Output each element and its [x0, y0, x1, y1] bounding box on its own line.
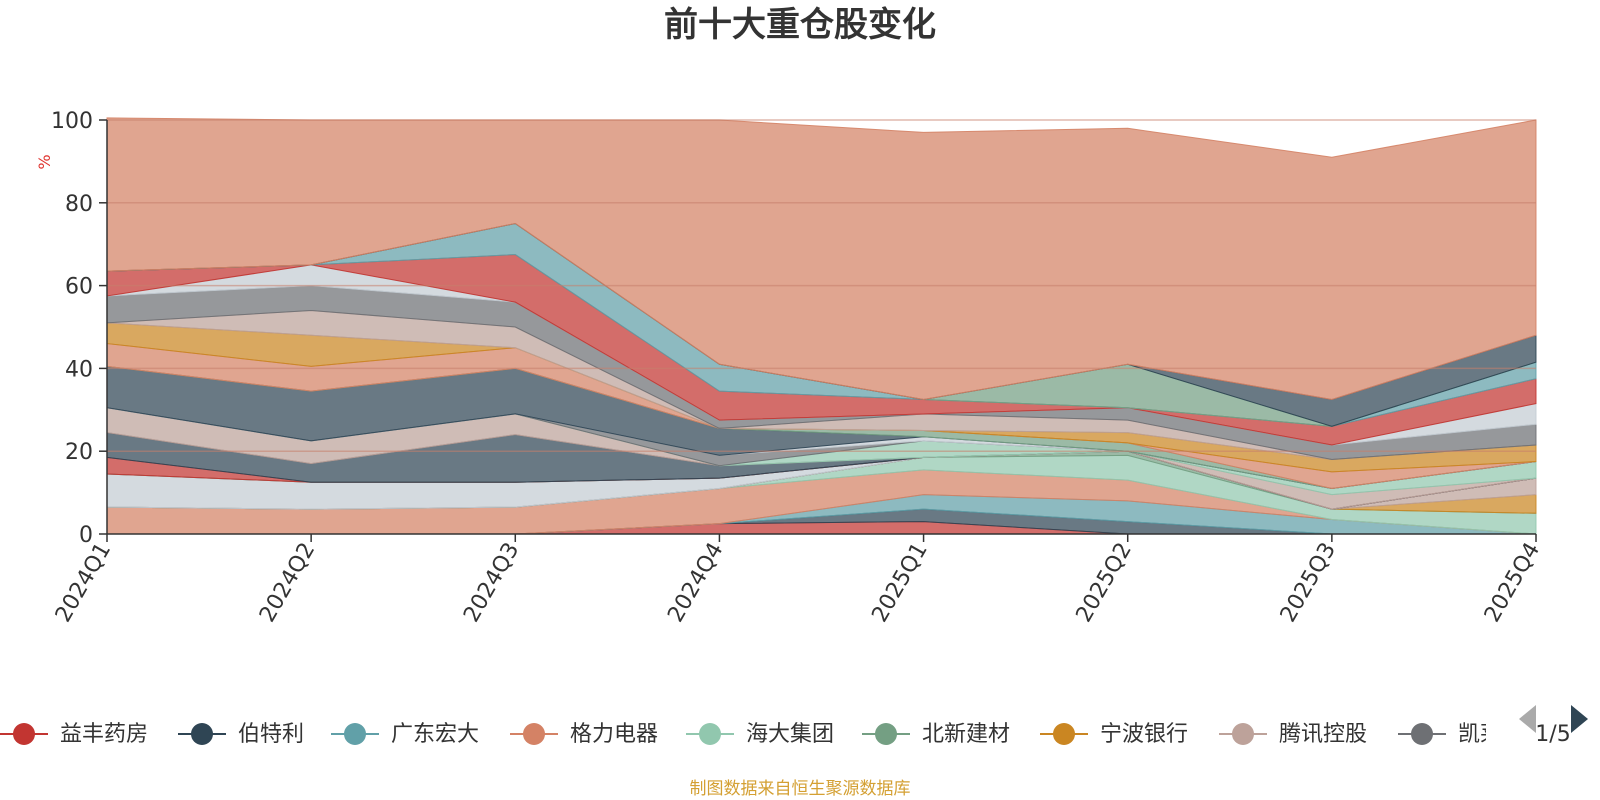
y-tick-label: 100 — [51, 109, 93, 134]
legend-marker — [699, 723, 721, 745]
legend-label: 广东宏大 — [391, 722, 479, 747]
y-axis-unit: % — [35, 154, 54, 169]
x-tick-label: 2025Q3 — [1276, 539, 1341, 627]
legend-marker — [1053, 723, 1075, 745]
x-tick-label: 2024Q1 — [51, 539, 116, 627]
legend-item[interactable]: 凯莱英 — [1398, 722, 1524, 747]
triangle-right-icon[interactable] — [1571, 705, 1588, 733]
legend-item[interactable]: 格力电器 — [510, 722, 658, 747]
legend-marker — [344, 723, 366, 745]
x-tick-label: 2024Q3 — [459, 539, 524, 627]
x-tick-label: 2025Q4 — [1480, 539, 1545, 627]
legend-item[interactable]: 北新建材 — [862, 722, 1010, 747]
legend-label: 伯特利 — [238, 722, 304, 747]
legend: 益丰药房 伯特利 广东宏大 格力电器 海大集团 北新建材 宁波银行 腾讯控股 凯莱英 — [0, 722, 1524, 747]
stacked-areas — [106, 117, 1537, 535]
y-tick-label: 80 — [65, 192, 93, 217]
x-tick-label: 2024Q2 — [255, 539, 320, 627]
legend-item[interactable]: 宁波银行 — [1040, 722, 1188, 747]
legend-label: 益丰药房 — [60, 722, 148, 747]
y-tick-label: 40 — [65, 357, 93, 382]
chart-title: 前十大重仓股变化 — [664, 5, 936, 45]
legend-label: 格力电器 — [570, 722, 658, 747]
legend-marker — [875, 723, 897, 745]
legend-marker — [13, 723, 35, 745]
x-tick-label: 2025Q2 — [1072, 539, 1137, 627]
x-tick-label: 2025Q1 — [867, 539, 932, 627]
legend-label: 凯莱英 — [1458, 722, 1524, 747]
legend-marker — [1232, 723, 1254, 745]
legend-label: 腾讯控股 — [1279, 722, 1367, 747]
legend-item[interactable]: 广东宏大 — [331, 722, 479, 747]
legend-label: 北新建材 — [922, 722, 1010, 747]
legend-item[interactable]: 伯特利 — [178, 722, 304, 747]
legend-marker — [191, 723, 213, 745]
legend-label: 宁波银行 — [1100, 722, 1188, 747]
gridlines — [107, 119, 1536, 452]
legend-pager: 1/5 — [1519, 705, 1588, 747]
x-tick-label: 2024Q4 — [663, 539, 728, 627]
legend-page-indicator: 1/5 — [1535, 722, 1570, 747]
y-tick-label: 20 — [65, 440, 93, 465]
legend-item[interactable]: 海大集团 — [686, 722, 834, 747]
y-tick-label: 0 — [79, 523, 93, 548]
legend-marker — [1411, 723, 1433, 745]
triangle-left-icon[interactable] — [1519, 705, 1536, 733]
legend-item[interactable]: 益丰药房 — [0, 722, 148, 747]
legend-item[interactable]: 腾讯控股 — [1219, 722, 1367, 747]
data-source-note: 制图数据来自恒生聚源数据库 — [690, 779, 911, 799]
y-tick-label: 60 — [65, 275, 93, 300]
legend-marker — [523, 723, 545, 745]
legend-label: 海大集团 — [746, 722, 834, 747]
